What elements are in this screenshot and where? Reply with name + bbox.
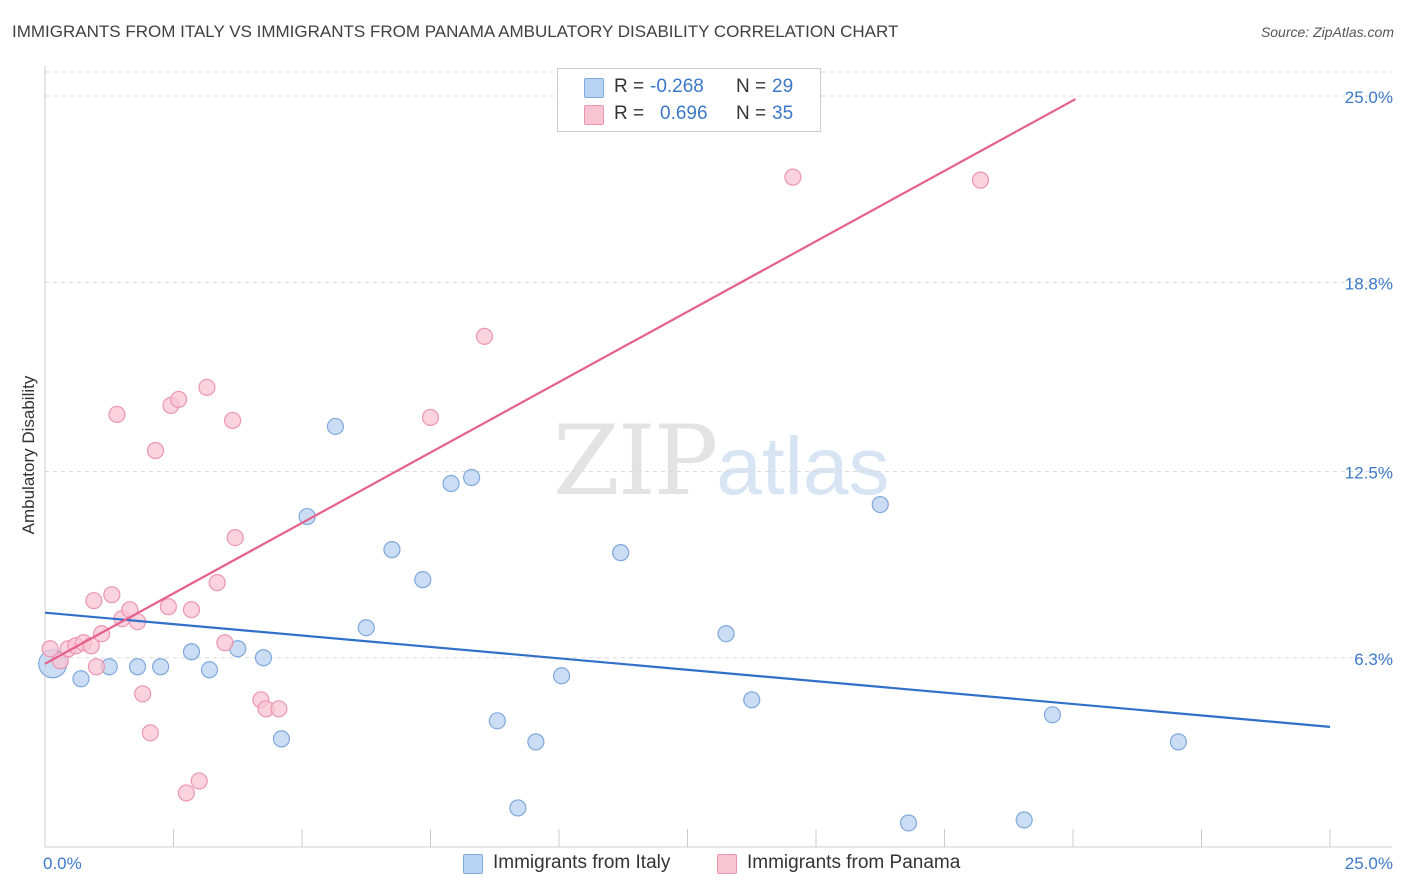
panama-point: [784, 168, 802, 186]
italy-point: [72, 670, 90, 688]
italy-point: [326, 417, 345, 436]
italy-point: [152, 658, 170, 676]
bottom-legend-italy-label: Immigrants from Italy: [493, 852, 671, 873]
italy-point: [871, 495, 889, 514]
italy-point: [717, 625, 735, 643]
panama-point: [170, 390, 188, 409]
italy-point: [527, 733, 545, 751]
panama-point: [971, 171, 990, 189]
italy-point: [414, 571, 432, 589]
italy-point: [1043, 706, 1062, 724]
legend-panama-n-label: N =: [736, 103, 767, 124]
italy-point: [509, 799, 527, 817]
italy-point: [442, 474, 460, 493]
panama-point: [421, 408, 440, 427]
trend-lines: [44, 98, 1331, 728]
panama-point: [85, 592, 103, 610]
panama-point: [270, 700, 288, 718]
panama-point: [177, 784, 195, 802]
y-tick-label-0: 6.3%: [1354, 650, 1393, 669]
panama-point: [134, 685, 152, 703]
italy-point: [182, 643, 201, 661]
zipatlas-watermark: ZIPatlas: [553, 405, 889, 517]
italy-point: [463, 468, 481, 487]
y-tick-label-2: 18.8%: [1345, 274, 1393, 293]
watermark-zip: ZIP: [553, 405, 718, 517]
italy-legend-swatch-icon: [463, 854, 483, 874]
panama-trend-line: [44, 98, 1077, 665]
watermark-atlas: atlas: [716, 421, 890, 512]
y-axis-label: Ambulatory Disability: [19, 375, 38, 534]
panama-point: [103, 586, 121, 604]
grid-lines: [45, 71, 1392, 659]
panama-point: [208, 574, 226, 592]
panama-point: [108, 405, 126, 424]
axes: [44, 66, 1392, 848]
italy-point: [899, 814, 918, 832]
chart-title: IMMIGRANTS FROM ITALY VS IMMIGRANTS FROM…: [12, 22, 899, 41]
y-tick-label-1: 12.5%: [1345, 464, 1393, 483]
italy-point: [383, 541, 401, 559]
panama-swatch-icon: [584, 105, 604, 125]
legend-panama-r-label: R =: [614, 103, 645, 124]
panama-point: [87, 658, 106, 676]
tick-labels: 6.3% 12.5% 18.8% 25.0% 0.0% 25.0% Ambulatory D…: [19, 88, 1393, 873]
italy-point: [272, 730, 291, 748]
italy-point: [488, 712, 506, 730]
source-label: Source: ZipAtlas.com: [1260, 24, 1394, 40]
italy-point: [1015, 811, 1033, 829]
y-tick-label-3: 25.0%: [1345, 88, 1393, 107]
panama-point: [224, 411, 242, 430]
bottom-legend-panama-label: Immigrants from Panama: [747, 852, 961, 873]
italy-point: [612, 544, 630, 562]
panama-point: [475, 327, 494, 345]
panama-point: [198, 378, 216, 397]
italy-point: [200, 661, 219, 679]
legend-panama-r-value: 0.696: [660, 103, 708, 124]
panama-point: [226, 529, 244, 547]
legend-panama-n-value: 35: [772, 103, 794, 124]
legend-italy-r-value: -0.268: [650, 76, 704, 97]
italy-swatch-icon: [584, 78, 604, 98]
italy-point: [128, 658, 147, 676]
panama-point: [216, 634, 234, 652]
panama-point: [141, 724, 159, 742]
panama-point: [182, 601, 201, 619]
data-points: [38, 168, 1187, 832]
italy-point: [357, 619, 375, 637]
italy-point: [254, 649, 273, 667]
italy-point: [552, 667, 571, 685]
italy-point: [743, 691, 761, 709]
panama-legend-swatch-icon: [717, 854, 737, 874]
x-tick-label-min: 0.0%: [43, 854, 82, 873]
panama-point: [159, 598, 177, 616]
x-tick-label-max: 25.0%: [1345, 854, 1393, 873]
panama-point: [190, 772, 208, 790]
panama-point: [41, 640, 59, 658]
panama-point: [146, 441, 165, 460]
italy-trend-line: [44, 611, 1331, 728]
correlation-legend: R = -0.268 N = 29 R = 0.696 N = 35: [557, 68, 821, 132]
italy-point: [1169, 733, 1187, 751]
legend-italy-n-label: N =: [736, 76, 767, 97]
legend-italy-n-value: 29: [772, 76, 794, 97]
legend-italy-r-label: R =: [614, 76, 645, 97]
